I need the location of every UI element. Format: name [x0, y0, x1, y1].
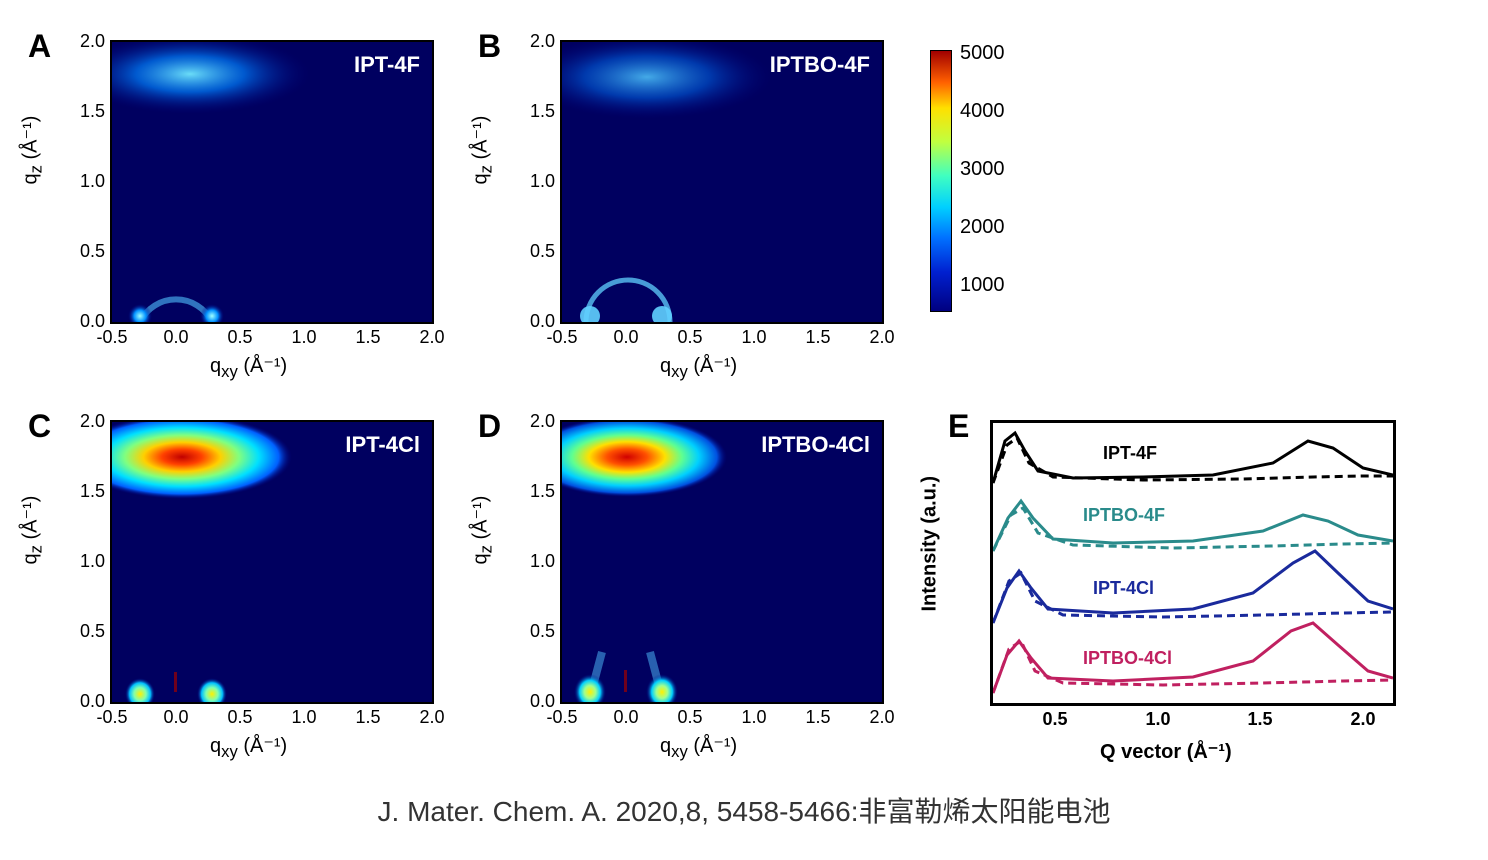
ytick: 2.0 — [65, 411, 105, 432]
linecut-x-label: Q vector (Å⁻¹) — [1100, 739, 1232, 764]
heatmap-a-svg — [112, 42, 432, 322]
linecut-svg — [993, 423, 1393, 703]
linecut-xtick: 0.5 — [1035, 709, 1075, 730]
heatmap-b-bg — [562, 42, 882, 322]
heatmap-c-svg — [112, 422, 432, 702]
linecut-plot: IPT-4F IPTBO-4F IPT-4Cl IPTBO-4Cl — [990, 420, 1396, 706]
cb-tick: 2000 — [960, 216, 1005, 239]
panel-b-label: B — [478, 28, 501, 65]
xtick: 0.5 — [670, 327, 710, 348]
y-label-b: qz (Å⁻¹) — [468, 116, 497, 185]
x-label-d: qxy (Å⁻¹) — [660, 733, 737, 762]
cb-tick: 4000 — [960, 100, 1005, 123]
figure-grid: A — [20, 20, 1468, 770]
ytick: 1.5 — [515, 101, 555, 122]
cb-tick: 5000 — [960, 42, 1005, 65]
cb-tick: 1000 — [960, 274, 1005, 297]
ytick: 0.5 — [65, 241, 105, 262]
sample-name-c: IPT-4Cl — [345, 432, 420, 458]
x-label-c: qxy (Å⁻¹) — [210, 733, 287, 762]
sample-name-b: IPTBO-4F — [770, 52, 870, 78]
panel-a-label: A — [28, 28, 51, 65]
xtick: 2.0 — [412, 707, 452, 728]
x-label-b: qxy (Å⁻¹) — [660, 353, 737, 382]
heatmap-d-bg — [562, 422, 882, 702]
trace-label-1: IPTBO-4F — [1083, 505, 1165, 526]
heatmap-d-svg — [562, 422, 882, 702]
ytick: 2.0 — [65, 31, 105, 52]
ytick: 1.0 — [515, 551, 555, 572]
xtick: 0.5 — [220, 327, 260, 348]
xtick: 1.0 — [284, 327, 324, 348]
panel-a: A — [20, 20, 460, 390]
ytick: 2.0 — [515, 411, 555, 432]
heatmap-b-svg — [562, 42, 882, 322]
xtick: 1.5 — [798, 707, 838, 728]
trace-label-2: IPT-4Cl — [1093, 578, 1154, 599]
figure-caption: J. Mater. Chem. A. 2020,8, 5458-5466:非富勒… — [20, 790, 1468, 830]
linecut-xtick: 2.0 — [1343, 709, 1383, 730]
ytick: 1.0 — [65, 171, 105, 192]
xtick: 1.0 — [284, 707, 324, 728]
colorbar-gradient — [930, 50, 952, 312]
sample-name-d: IPTBO-4Cl — [761, 432, 870, 458]
trace-label-0: IPT-4F — [1103, 443, 1157, 464]
xtick: 2.0 — [412, 327, 452, 348]
xtick: 0.5 — [670, 707, 710, 728]
xtick: -0.5 — [542, 327, 582, 348]
heatmap-c: IPT-4Cl — [110, 420, 434, 704]
xtick: 1.5 — [348, 707, 388, 728]
xtick: 2.0 — [862, 707, 902, 728]
trace-label-3: IPTBO-4Cl — [1083, 648, 1172, 669]
ytick: 1.5 — [515, 481, 555, 502]
xtick: 1.5 — [348, 327, 388, 348]
heatmap-b: IPTBO-4F — [560, 40, 884, 324]
panel-c: C — [20, 400, 460, 770]
xtick: 0.5 — [220, 707, 260, 728]
linecut-xtick: 1.0 — [1138, 709, 1178, 730]
x-label-a: qxy (Å⁻¹) — [210, 353, 287, 382]
panel-e-label: E — [948, 408, 969, 445]
xtick: 0.0 — [156, 707, 196, 728]
ytick: 1.5 — [65, 481, 105, 502]
panel-d-label: D — [478, 408, 501, 445]
xtick: 2.0 — [862, 327, 902, 348]
xtick: 1.5 — [798, 327, 838, 348]
ytick: 0.5 — [65, 621, 105, 642]
panel-e: E IPT-4F IPTBO-4F IPT-4Cl IPTBO-4Cl — [920, 400, 1420, 770]
linecut-y-label: Intensity (a.u.) — [919, 476, 942, 612]
heatmap-a: IPT-4F — [110, 40, 434, 324]
xtick: 1.0 — [734, 327, 774, 348]
xtick: -0.5 — [92, 707, 132, 728]
xtick: 0.0 — [606, 327, 646, 348]
ytick: 0.5 — [515, 241, 555, 262]
panel-b: B IPTBO-4 — [470, 20, 910, 390]
y-label-a: qz (Å⁻¹) — [18, 116, 47, 185]
xtick: 0.0 — [156, 327, 196, 348]
y-label-d: qz (Å⁻¹) — [468, 496, 497, 565]
ytick: 2.0 — [515, 31, 555, 52]
cb-tick: 3000 — [960, 158, 1005, 181]
linecut-xtick: 1.5 — [1240, 709, 1280, 730]
ytick: 1.0 — [65, 551, 105, 572]
ytick: 1.5 — [65, 101, 105, 122]
ytick: 0.5 — [515, 621, 555, 642]
y-label-c: qz (Å⁻¹) — [18, 496, 47, 565]
xtick: -0.5 — [542, 707, 582, 728]
xtick: 0.0 — [606, 707, 646, 728]
xtick: 1.0 — [734, 707, 774, 728]
heatmap-d: IPTBO-4Cl — [560, 420, 884, 704]
ytick: 1.0 — [515, 171, 555, 192]
panel-d: D — [470, 400, 910, 770]
colorbar: 5000 4000 3000 2000 1000 — [930, 50, 1070, 320]
sample-name-a: IPT-4F — [354, 52, 420, 78]
heatmap-a-bg — [112, 42, 432, 322]
panel-c-label: C — [28, 408, 51, 445]
xtick: -0.5 — [92, 327, 132, 348]
heatmap-c-bg — [112, 422, 432, 702]
